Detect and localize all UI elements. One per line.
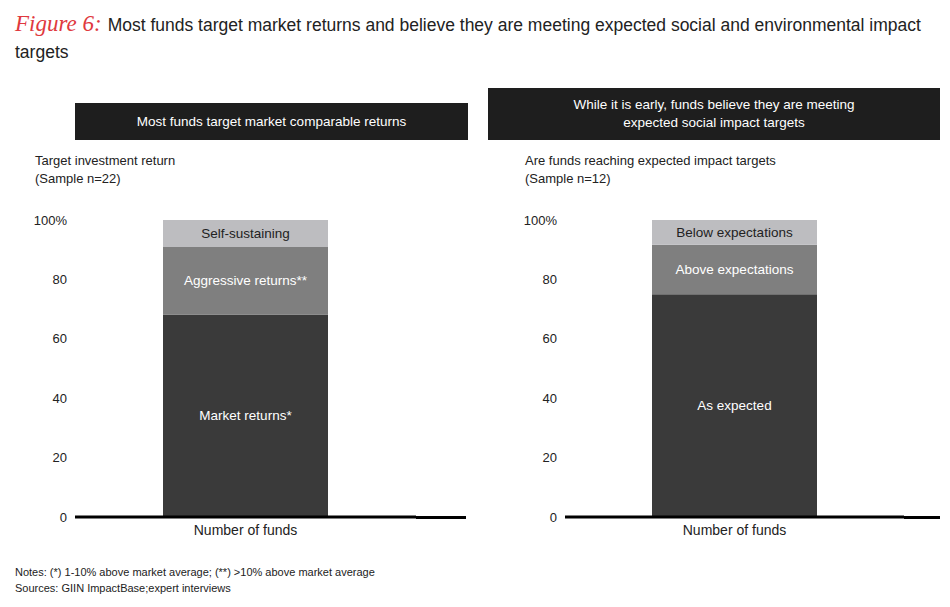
- svg-text:20: 20: [543, 450, 557, 465]
- svg-text:Above expectations: Above expectations: [676, 262, 794, 277]
- svg-text:100%: 100%: [34, 213, 68, 228]
- svg-text:80: 80: [53, 272, 67, 287]
- html-text:(Sample n=12): (Sample n=12): [525, 171, 611, 186]
- svg-text:Self-sustaining: Self-sustaining: [201, 226, 290, 241]
- svg-text:60: 60: [53, 331, 67, 346]
- svg-text:40: 40: [543, 391, 557, 406]
- html-text:Most funds target market compa: Most funds target market comparable retu…: [136, 113, 407, 129]
- html-text:Target investment return: Target investment return: [35, 153, 176, 168]
- html-text:Notes: (*) 1-10% above market: Notes: (*) 1-10% above market average; (…: [15, 566, 375, 578]
- html-text:While it is early, funds belie: While it is early, funds believe they ar…: [573, 97, 855, 130]
- svg-text:Aggressive returns**: Aggressive returns**: [184, 273, 308, 288]
- svg-text:60: 60: [543, 331, 557, 346]
- svg-text:0: 0: [60, 510, 67, 525]
- svg-text:0: 0: [550, 510, 557, 525]
- svg-text:80: 80: [543, 272, 557, 287]
- svg-text:100%: 100%: [524, 213, 558, 228]
- html-text:Are funds reaching expected im: Are funds reaching expected impact targe…: [525, 153, 776, 168]
- svg-text:20: 20: [53, 450, 67, 465]
- svg-text:As expected: As expected: [697, 398, 771, 413]
- svg-text:Market returns*: Market returns*: [199, 408, 292, 423]
- svg-text:Below expectations: Below expectations: [676, 225, 793, 240]
- svg-text:40: 40: [53, 391, 67, 406]
- svg-text:Number of funds: Number of funds: [683, 522, 787, 538]
- html-text:Sources: GIIN ImpactBase;exper: Sources: GIIN ImpactBase;expert intervie…: [15, 582, 231, 594]
- svg-text:Number of funds: Number of funds: [194, 522, 298, 538]
- html-text:(Sample n=22): (Sample n=22): [35, 171, 121, 186]
- html-text:Figure 6: Most funds target ma: Figure 6: Most funds target market retur…: [15, 11, 921, 62]
